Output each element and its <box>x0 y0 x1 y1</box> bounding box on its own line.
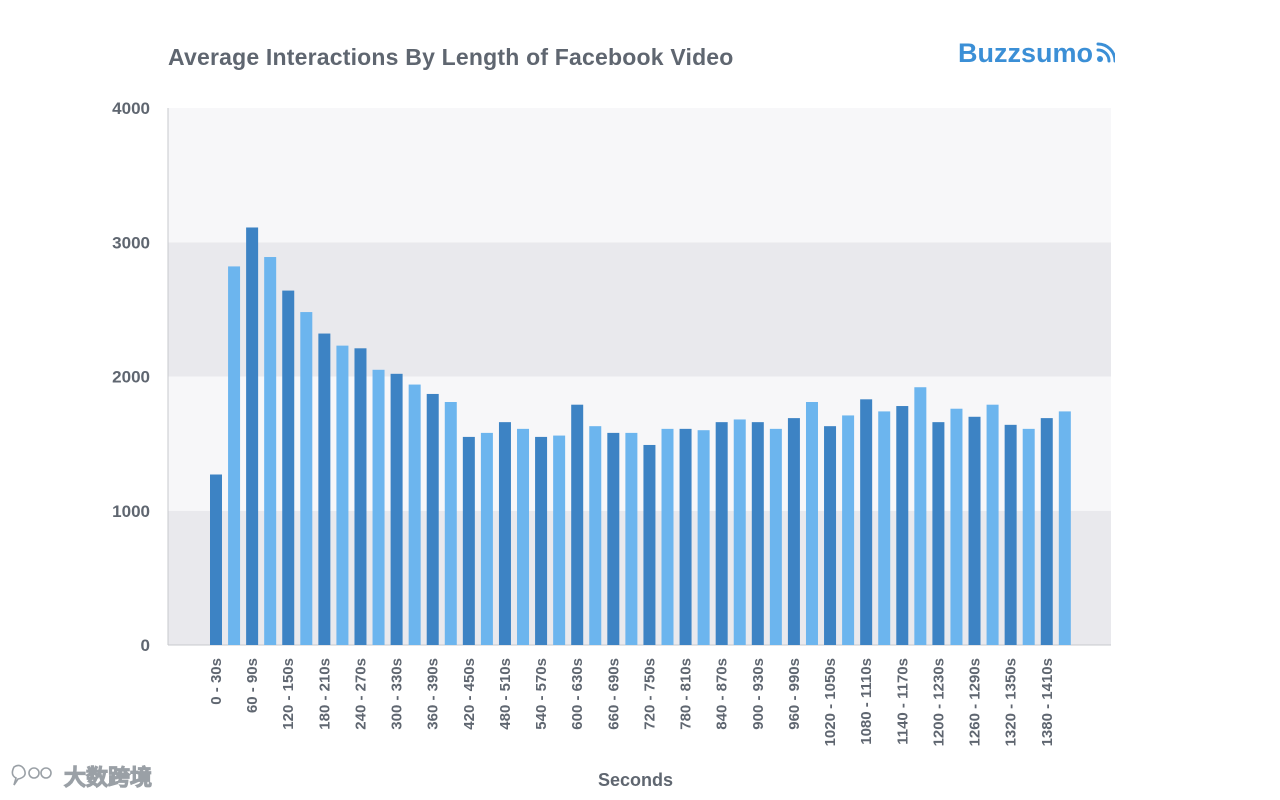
bar <box>787 418 800 645</box>
x-tick-label: 360 - 390s <box>425 658 442 730</box>
x-tick-label: 1320 - 1350s <box>1003 658 1020 746</box>
x-tick-label: 1200 - 1230s <box>930 658 947 746</box>
x-tick-label: 480 - 510s <box>497 658 514 730</box>
watermark-text: 大数跨境 <box>63 765 153 791</box>
y-tick-label: 3000 <box>112 233 150 252</box>
bar <box>986 404 999 645</box>
bar <box>968 416 981 645</box>
x-tick-label: 1380 - 1410s <box>1039 658 1056 746</box>
x-tick-label: 1140 - 1170s <box>894 658 911 745</box>
bar <box>896 406 909 645</box>
bar <box>390 373 403 645</box>
bar <box>264 257 277 645</box>
bar <box>228 266 241 645</box>
x-tick-label: 1260 - 1290s <box>967 658 984 746</box>
background-band <box>168 108 1111 243</box>
bar <box>318 333 331 645</box>
bar <box>679 428 692 645</box>
bar <box>1022 428 1035 645</box>
wifi-signal-icon <box>1096 42 1115 62</box>
bar <box>408 384 421 645</box>
brand-name: Buzzsumo <box>958 38 1093 68</box>
x-tick-label: 180 - 210s <box>316 658 333 730</box>
chart-title: Average Interactions By Length of Facebo… <box>168 44 734 70</box>
bar <box>282 290 295 645</box>
bar <box>462 436 475 645</box>
bar <box>246 227 259 646</box>
bars <box>210 227 1071 646</box>
bar <box>769 428 782 645</box>
bar <box>950 408 963 645</box>
bar <box>444 402 457 645</box>
bar <box>1040 418 1053 645</box>
x-tick-label: 840 - 870s <box>714 658 731 730</box>
bar <box>571 404 584 645</box>
x-tick-label: 660 - 690s <box>605 658 622 730</box>
bar <box>589 426 602 645</box>
bar <box>553 435 566 645</box>
x-tick-label: 0 - 30s <box>208 658 225 705</box>
bar <box>625 432 638 645</box>
bar <box>1058 411 1071 645</box>
x-tick-label: 120 - 150s <box>280 658 297 730</box>
x-tick-label: 600 - 630s <box>569 658 586 730</box>
bar <box>805 402 818 645</box>
x-axis: 0 - 30s 60 - 90s 120 - 150s 180 - 210s 240 -… <box>208 658 1056 746</box>
x-tick-label: 780 - 810s <box>678 658 695 730</box>
y-tick-label: 2000 <box>112 368 150 387</box>
bar <box>607 432 620 645</box>
y-tick-label: 4000 <box>112 99 150 118</box>
bar <box>480 432 493 645</box>
bar <box>932 422 945 645</box>
bar <box>372 369 385 645</box>
bar <box>661 428 674 645</box>
x-tick-label: 540 - 570s <box>533 658 550 730</box>
bar <box>210 474 222 645</box>
bar <box>697 430 710 645</box>
bar <box>914 387 927 645</box>
x-tick-label: 960 - 990s <box>786 658 803 730</box>
y-tick-label: 0 <box>141 636 150 655</box>
x-tick-label: 420 - 450s <box>461 658 478 730</box>
bar <box>715 422 728 645</box>
bar <box>878 411 891 645</box>
bar <box>751 422 764 645</box>
x-tick-label: 1020 - 1050s <box>822 658 839 746</box>
bar <box>300 312 313 645</box>
x-tick-label: 720 - 750s <box>641 658 658 730</box>
watermark: 大数跨境 <box>10 760 153 792</box>
bar <box>517 428 530 645</box>
x-tick-label: 240 - 270s <box>352 658 369 730</box>
bar <box>426 393 439 645</box>
x-tick-label: 60 - 90s <box>244 658 261 713</box>
bar <box>842 415 855 645</box>
bar <box>354 348 367 645</box>
bar <box>643 444 656 645</box>
x-tick-label: 300 - 330s <box>389 658 406 730</box>
x-tick-label: 900 - 930s <box>750 658 767 730</box>
bar <box>733 419 746 645</box>
bar <box>535 436 548 645</box>
bar <box>1004 424 1017 645</box>
bar <box>498 422 511 645</box>
bar <box>336 345 349 645</box>
x-tick-label: 1080 - 1110s <box>858 658 875 745</box>
bar <box>824 426 837 645</box>
brand-logo: Buzzsumo <box>958 38 1115 69</box>
dialog-logo-icon <box>11 764 52 786</box>
y-tick-label: 1000 <box>112 502 150 521</box>
bar <box>860 399 873 645</box>
